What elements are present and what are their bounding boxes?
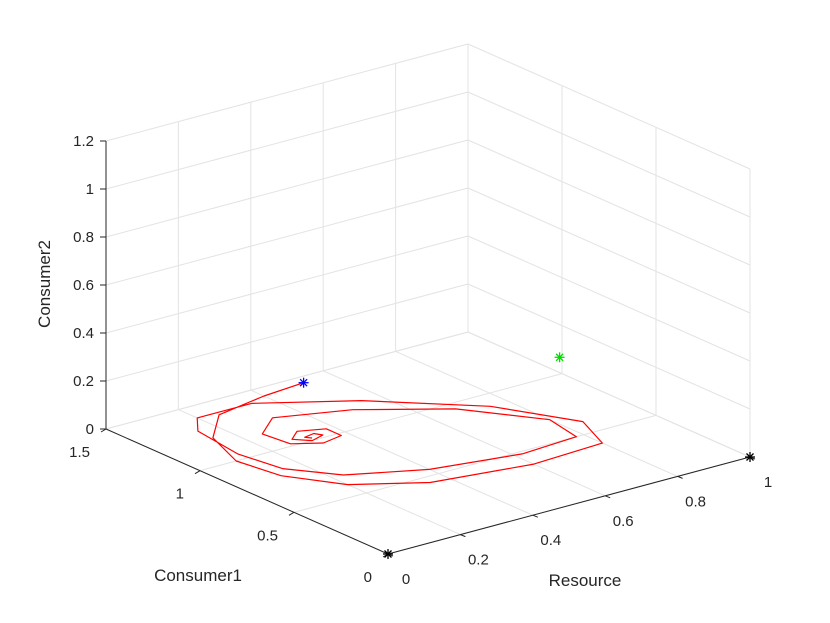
star-marker-stroke — [384, 550, 392, 558]
grid-line-floor-y — [199, 373, 563, 472]
x-tick-label: 0.8 — [685, 493, 706, 510]
grid-line-wall-z — [467, 331, 751, 458]
star-marker — [298, 377, 309, 388]
z-tick-label: 0.8 — [73, 229, 94, 246]
grid-line-wall-z — [467, 187, 751, 314]
trajectory-line — [196, 382, 604, 486]
grid-line-floor-x — [250, 389, 534, 516]
x-tick-mark — [605, 495, 611, 499]
star-marker — [745, 452, 755, 462]
y-tick-label: 0.5 — [257, 527, 278, 544]
grid-line-wall-z — [105, 235, 469, 334]
grid-line-wall-z — [467, 283, 751, 410]
star-marker-stroke — [299, 378, 308, 387]
y-axis-line — [105, 428, 389, 555]
x-tick-label: 0 — [402, 571, 410, 588]
y-tick-label: 1 — [176, 486, 184, 503]
star-marker — [554, 352, 565, 363]
x-tick-label: 1 — [764, 474, 772, 491]
z-tick-label: 0.4 — [73, 325, 94, 342]
axis-layer: 0 0.2 0.4 0.6 0.8 1 0 0.5 1 1.5 0 0.2 0.4 0.6 0.8 1 1.2 — [69, 133, 772, 588]
star-marker — [383, 549, 393, 559]
z-tick-label: 0.2 — [73, 373, 94, 390]
z-tick-label: 1 — [86, 181, 94, 198]
grid-line-wall-z — [105, 331, 469, 430]
x-tick-label: 0.6 — [613, 513, 634, 530]
star-marker-stroke — [746, 453, 754, 461]
grid-line-wall-z — [105, 91, 469, 190]
data-layer — [196, 352, 755, 559]
y-tick-mark — [288, 511, 295, 516]
z-tick-label: 0.6 — [73, 277, 94, 294]
grid-line-wall-z — [105, 139, 469, 238]
y-tick-label: 0 — [364, 569, 372, 586]
x-axis-label: Resource — [549, 571, 622, 590]
z-tick-label: 1.2 — [73, 133, 94, 150]
x-tick-mark — [677, 475, 683, 479]
y-tick-label: 1.5 — [69, 444, 90, 461]
grid-line-wall-z — [105, 187, 469, 286]
x-tick-mark — [532, 514, 538, 518]
x-tick-label: 0.2 — [468, 552, 489, 569]
x-tick-label: 0.4 — [540, 532, 561, 549]
star-marker-stroke — [555, 353, 564, 362]
grid-line-wall-z — [467, 43, 751, 170]
grid-line-floor-x — [322, 370, 606, 497]
grid-line-floor-y — [293, 414, 657, 513]
grid-layer — [105, 43, 751, 555]
grid-line-wall-z — [105, 283, 469, 382]
grid-line-wall-z — [467, 235, 751, 362]
grid-line-wall-z — [467, 91, 751, 218]
z-axis-label: Consumer2 — [35, 240, 54, 328]
x-tick-mark — [460, 534, 466, 538]
grid-line-wall-z — [105, 43, 469, 142]
y-axis-label: Consumer1 — [154, 566, 242, 585]
y-tick-mark — [194, 470, 201, 475]
label-layer: Resource Consumer1 Consumer2 — [35, 240, 621, 590]
x-axis-line — [387, 456, 751, 555]
z-tick-label: 0 — [86, 421, 94, 438]
grid-line-wall-z — [467, 139, 751, 266]
